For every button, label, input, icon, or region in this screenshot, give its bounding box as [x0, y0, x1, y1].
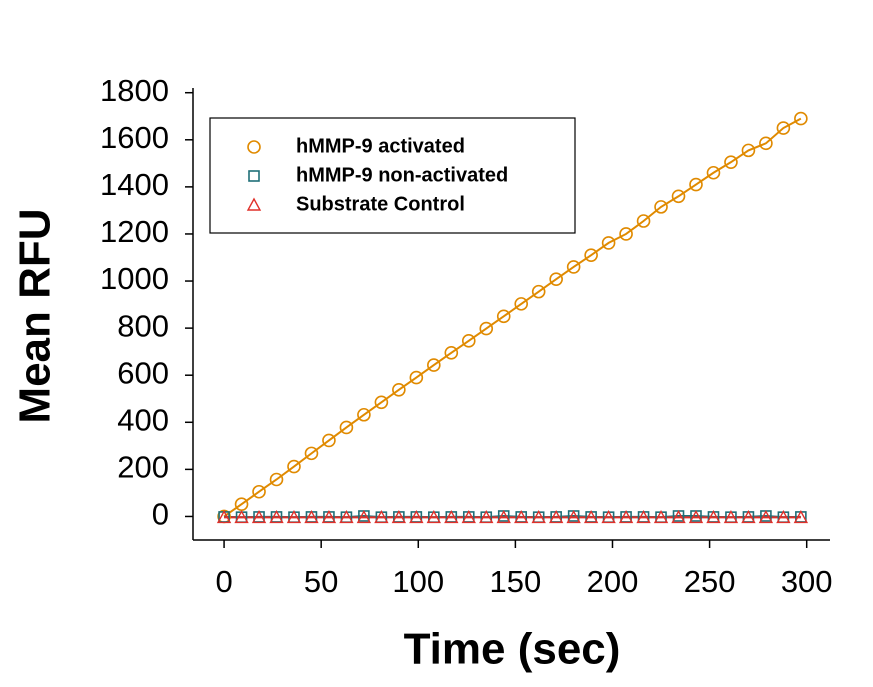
y-tick-label: 400 [117, 402, 169, 437]
data-point [601, 236, 616, 250]
y-tick-label: 200 [117, 450, 169, 485]
data-point [776, 121, 791, 135]
data-point [653, 509, 669, 524]
y-tick-label: 800 [117, 308, 169, 343]
data-point [688, 509, 704, 524]
data-point [339, 420, 354, 435]
data-point [356, 509, 372, 524]
y-tick-label: 0 [152, 497, 169, 532]
data-point [339, 509, 354, 524]
data-point [671, 509, 686, 524]
data-point [409, 370, 424, 385]
y-tick-label: 1800 [100, 73, 169, 108]
data-point [618, 509, 634, 524]
data-point [776, 509, 791, 524]
data-point [689, 177, 703, 192]
data-point [583, 509, 599, 524]
legend-label: hMMP-9 activated [296, 135, 465, 157]
y-tick-label: 1000 [100, 261, 169, 296]
data-point [321, 509, 337, 524]
series-line [223, 117, 802, 518]
data-point [409, 509, 424, 524]
data-point [391, 509, 407, 524]
data-point [287, 459, 301, 474]
data-point [741, 509, 756, 524]
legend-marker [247, 140, 261, 154]
data-point [444, 346, 459, 360]
data-point [479, 321, 494, 336]
legend-label: hMMP-9 non-activated [296, 164, 508, 186]
data-point [286, 509, 302, 524]
data-point [636, 509, 651, 524]
data-point [601, 509, 616, 524]
x-tick-label: 100 [392, 564, 444, 599]
data-point [531, 284, 546, 299]
x-tick-label: 250 [684, 564, 736, 599]
y-tick-label: 1400 [100, 167, 169, 202]
data-point [269, 509, 284, 524]
data-point [514, 297, 529, 311]
data-point [548, 509, 564, 524]
y-tick-label: 1600 [100, 120, 169, 155]
data-point [671, 189, 686, 204]
data-point [216, 509, 232, 524]
data-point [426, 509, 441, 524]
data-point [427, 358, 441, 372]
legend-marker [246, 197, 262, 211]
data-point [374, 395, 389, 410]
x-tick-label: 200 [587, 564, 639, 599]
data-point [759, 136, 773, 151]
data-point [758, 509, 774, 524]
data-point [374, 509, 389, 524]
legend-box [209, 117, 576, 234]
data-point [723, 509, 739, 524]
data-point [706, 509, 721, 524]
x-axis-title: Time (sec) [404, 625, 621, 674]
y-tick-label: 600 [117, 355, 169, 390]
data-point [357, 407, 371, 422]
legend-label: Substrate Control [296, 193, 465, 215]
x-tick-label: 150 [490, 564, 542, 599]
data-point [654, 200, 668, 214]
data-point [304, 509, 319, 524]
data-point [496, 309, 511, 324]
y-axis-title: Mean RFU [11, 208, 60, 423]
data-point [461, 509, 476, 524]
data-point [251, 509, 267, 524]
data-point [461, 334, 476, 348]
data-point [234, 509, 249, 524]
data-point [304, 446, 319, 461]
data-point [584, 248, 598, 262]
data-point [444, 509, 459, 524]
data-point [724, 155, 738, 169]
data-point [794, 111, 808, 126]
x-tick-label: 50 [304, 564, 338, 599]
data-point [252, 484, 266, 499]
x-tick-label: 300 [781, 564, 833, 599]
data-point [566, 260, 581, 274]
data-point [793, 509, 809, 524]
data-point [496, 509, 511, 524]
y-tick-label: 1200 [100, 214, 169, 249]
data-point [392, 383, 406, 397]
data-point [531, 509, 546, 524]
data-point [549, 272, 563, 286]
data-point [741, 143, 756, 158]
data-point [636, 214, 651, 228]
data-point [566, 509, 581, 524]
data-point [619, 227, 633, 241]
x-tick-label: 0 [215, 564, 232, 599]
data-point [706, 165, 721, 180]
data-point [514, 509, 529, 524]
data-point [322, 433, 336, 448]
legend-marker [248, 170, 260, 182]
data-point [269, 472, 284, 487]
data-point [479, 509, 494, 524]
